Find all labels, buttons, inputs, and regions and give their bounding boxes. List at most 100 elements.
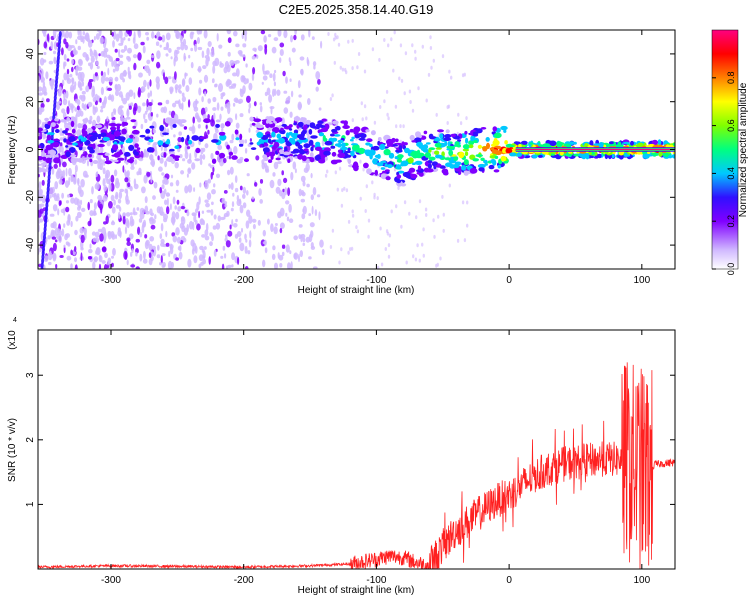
spectrogram-ylabel: Frequency (Hz) (7, 116, 18, 185)
spectrogram-cell (332, 120, 339, 125)
spectrogram-cell (338, 166, 342, 171)
spectrogram-cell (127, 66, 130, 72)
spectrogram-cell (201, 96, 204, 103)
spectrogram-cell (69, 116, 77, 123)
spectrogram-cell (226, 78, 231, 86)
spectrogram-cell (459, 121, 463, 126)
spectrogram-cell (345, 188, 349, 193)
spectrogram-cell (59, 128, 63, 137)
spectrogram-cell (45, 71, 49, 80)
spectrogram-cell (52, 204, 58, 212)
spectrogram-cell (559, 150, 564, 156)
spectrogram-cell (111, 116, 116, 121)
spectrogram-cell (95, 51, 98, 61)
spectrogram-cell (300, 34, 305, 41)
spectrogram-cell (279, 222, 285, 229)
spectrogram-cell (65, 132, 73, 136)
spectrogram-cell (305, 163, 310, 172)
spectrogram-cell (168, 250, 171, 258)
spectrogram-cell (313, 266, 318, 269)
spectrogram-cell (456, 238, 460, 243)
spectrogram-cell (167, 260, 173, 269)
spectrogram-cell (442, 228, 445, 233)
spectrogram-cell (329, 97, 333, 101)
spectrogram-cell (447, 104, 451, 109)
spectrogram-cell (347, 39, 350, 44)
snr-xlabel: Height of straight line (km) (298, 585, 415, 596)
spectrogram-cell (388, 233, 392, 238)
spectrogram-cell (160, 223, 164, 232)
spectrogram-cell (104, 160, 113, 165)
spectrogram-cell (148, 252, 152, 259)
spectrogram-cell (403, 200, 407, 205)
spectrogram-cell (49, 144, 54, 151)
spectrogram-cell (129, 185, 133, 192)
spectrogram-cell (617, 141, 622, 147)
spectrogram-cell (174, 162, 179, 169)
spectrogram-cell (204, 91, 207, 97)
snr-multiplier-exponent: 4 (13, 317, 17, 324)
spectrogram-xlabel: Height of straight line (km) (298, 285, 415, 296)
spectrogram-cell (197, 124, 201, 129)
spectrogram-cell (246, 190, 249, 196)
spectrogram-cell (157, 155, 160, 161)
spectrogram-cell (71, 107, 74, 114)
spectrogram-cell (102, 136, 110, 142)
spectrogram-cell (123, 250, 128, 260)
spectrogram-cell (98, 255, 103, 263)
spectrogram-cell (285, 97, 291, 105)
spectrogram-cell (293, 34, 297, 41)
spectrogram-cell (331, 151, 337, 157)
spectrogram-cell (256, 124, 264, 129)
spectrogram-cell (94, 72, 98, 77)
spectrogram-cell (347, 219, 351, 224)
spectrogram-cell (96, 154, 102, 160)
spectrogram-cell (77, 123, 82, 129)
spectrogram-cell (146, 36, 150, 41)
spectrogram-cell (275, 117, 283, 123)
spectrogram-cell (259, 144, 263, 148)
spectrogram-cell (219, 61, 222, 66)
spectrogram-cell (192, 116, 195, 124)
spectrogram-cell (54, 227, 60, 236)
spectrogram-cell (232, 102, 236, 107)
spectrogram-cell (149, 170, 153, 178)
spectrogram-cell (359, 159, 362, 164)
spectrogram-cell (408, 89, 412, 94)
spectrogram-cell (223, 157, 227, 164)
spectrogram-cell (376, 196, 379, 201)
spectrogram-cell (210, 209, 214, 216)
spectrogram-cell (159, 44, 162, 48)
y-tick-label: 3 (25, 372, 36, 378)
spectrogram-cell (315, 141, 321, 147)
spectrogram-cell (184, 72, 188, 77)
spectrogram-cell (439, 133, 444, 139)
spectrogram-cell (110, 174, 115, 183)
spectrogram-cell (174, 145, 180, 150)
spectrogram-cell (129, 134, 134, 139)
spectrogram-cell (58, 87, 61, 97)
spectrogram-cell (438, 154, 443, 159)
spectrogram-cell (427, 163, 432, 169)
spectrogram-cell (71, 66, 74, 73)
spectrogram-cell (181, 102, 184, 111)
spectrogram-cell (103, 264, 108, 269)
spectrogram-cell (199, 136, 207, 140)
spectrogram-cell (409, 134, 415, 141)
spectrogram-cell (199, 182, 202, 188)
spectrogram-cell (200, 107, 206, 116)
spectrogram-cell (64, 180, 70, 188)
spectrogram-cell (396, 179, 402, 184)
spectrogram-cell (352, 144, 359, 151)
spectrogram-cell (347, 158, 352, 164)
spectrogram-cell (278, 149, 285, 154)
spectrogram-cell (402, 124, 405, 129)
spectrogram-cell (57, 100, 62, 104)
spectrogram-cell (224, 204, 228, 208)
spectrogram-cell (396, 174, 402, 179)
spectrogram-cell (211, 139, 219, 143)
spectrogram-cell (74, 107, 78, 112)
spectrogram-cell (317, 78, 321, 85)
colorbar-ticks: 0.0 0.2 0.4 0.6 0.8 (712, 72, 736, 275)
spectrogram-cell (315, 71, 321, 80)
